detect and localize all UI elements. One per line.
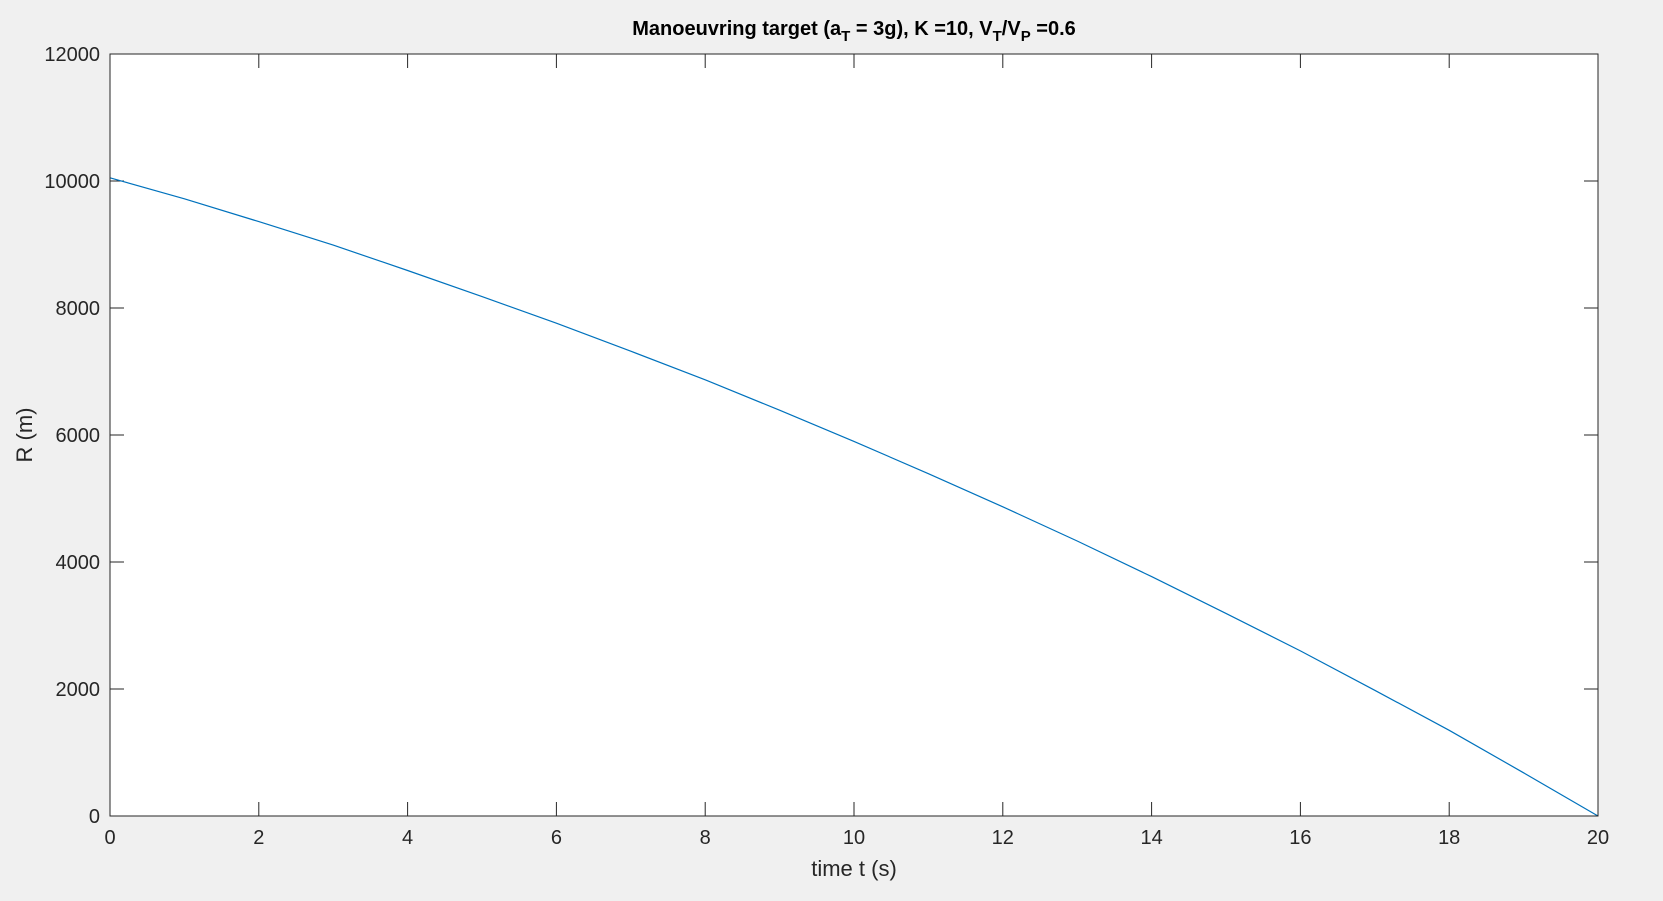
y-tick-label: 10000 — [44, 171, 100, 193]
x-tick-label: 18 — [1438, 827, 1460, 849]
title-mid: = 3g), K =10, V — [850, 18, 993, 40]
y-tick-label: 0 — [89, 806, 100, 828]
x-tick-label: 12 — [992, 827, 1014, 849]
series-line — [109, 177, 1599, 817]
plot-frame — [109, 53, 1599, 817]
title-prefix: Manoeuvring target (a — [632, 18, 842, 40]
y-tick-label: 4000 — [56, 552, 101, 574]
y-tick-label: 2000 — [56, 679, 101, 701]
tick-label-layer: 0 2 4 6 8 10 12 14 16 18 20 0 2000 4000 6000 8000 10000 1… — [44, 44, 1609, 849]
y-tick-label: 8000 — [56, 298, 101, 320]
x-tick-label: 4 — [402, 827, 413, 849]
x-axis-label: time t (s) — [811, 856, 897, 881]
y-tick-label: 6000 — [56, 425, 101, 447]
x-tick-label: 2 — [253, 827, 264, 849]
x-tick-label: 6 — [551, 827, 562, 849]
title-sub-3: P — [1021, 28, 1031, 45]
line-layer — [109, 177, 1599, 817]
x-tick-label: 20 — [1587, 827, 1609, 849]
x-tick-label: 10 — [843, 827, 865, 849]
y-tick-label: 12000 — [44, 44, 100, 66]
x-tick-label: 16 — [1289, 827, 1311, 849]
x-tick-label: 14 — [1140, 827, 1162, 849]
title-sub-2: T — [993, 28, 1002, 45]
title-sub-1: T — [841, 28, 850, 45]
plot-area — [110, 54, 1598, 816]
x-tick-label: 0 — [104, 827, 115, 849]
title-mid-2: /V — [1002, 18, 1022, 40]
y-axis-label: R (m) — [12, 408, 37, 463]
chart-title: Manoeuvring target (aT = 3g), K =10, VT/… — [632, 18, 1076, 45]
title-suffix: =0.6 — [1031, 18, 1076, 40]
x-tick-label: 8 — [700, 827, 711, 849]
